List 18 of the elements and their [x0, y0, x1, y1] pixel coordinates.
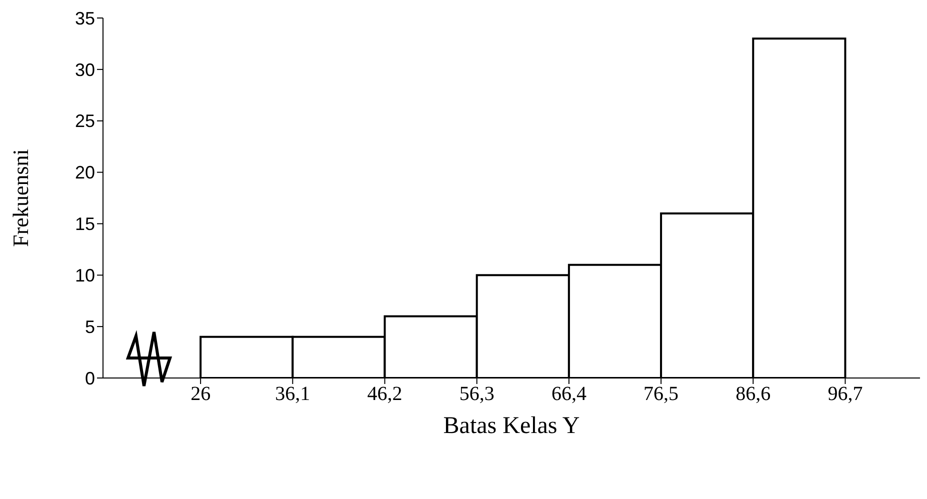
x-axis-title: Batas Kelas Y	[443, 413, 580, 440]
y-tick-label: 25	[74, 111, 95, 132]
y-tick-label: 35	[74, 8, 95, 28]
y-tick-label: 10	[74, 266, 95, 286]
y-tick-label: 5	[84, 316, 95, 337]
x-tick-label: 86,6	[736, 383, 771, 406]
y-axis-title: Frekuensni	[8, 149, 33, 247]
x-tick-label: 36,1	[275, 383, 310, 406]
x-tick-label: 76,5	[644, 383, 679, 406]
y-tick-label: 20	[74, 162, 95, 183]
x-tick-label: 46,2	[367, 383, 402, 406]
y-tick-label: 30	[74, 60, 95, 80]
x-tick-label: 96,7	[828, 383, 863, 406]
x-tick-label: 66,4	[551, 383, 586, 406]
x-tick-label: 56,3	[459, 383, 494, 406]
x-tick-label: 26	[190, 383, 211, 406]
y-tick-label: 15	[74, 214, 95, 234]
y-tick-label: 0	[84, 368, 95, 388]
